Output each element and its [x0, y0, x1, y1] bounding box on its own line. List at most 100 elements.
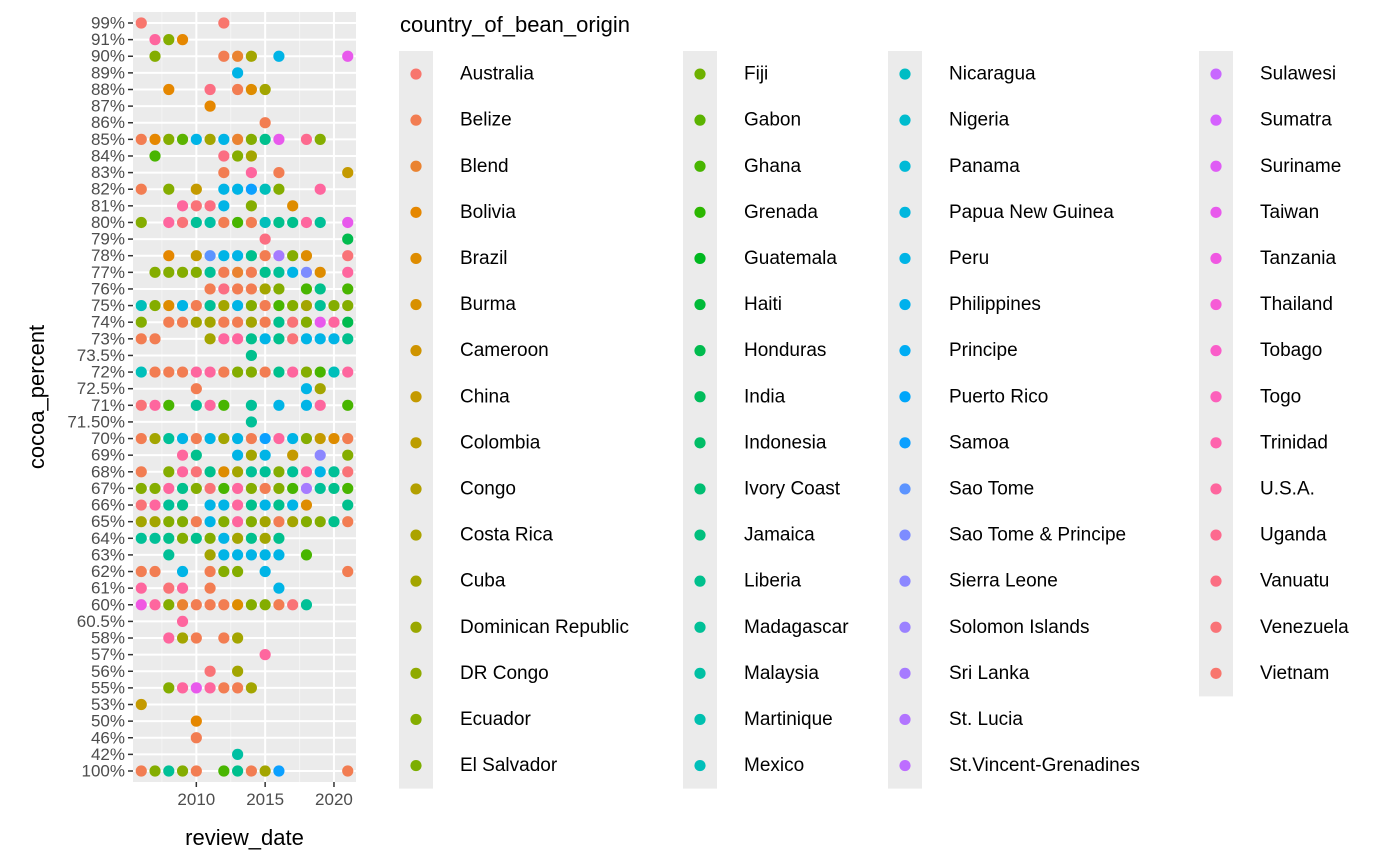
data-point — [300, 499, 313, 511]
data-point — [176, 200, 189, 212]
legend-key — [1210, 68, 1222, 80]
data-point — [259, 299, 271, 312]
data-point — [176, 482, 189, 495]
data-point — [176, 565, 189, 578]
data-point — [245, 482, 257, 495]
data-point — [135, 299, 147, 312]
data-point — [232, 67, 244, 79]
data-point — [273, 399, 285, 411]
legend-label: Dominican Republic — [460, 617, 629, 638]
data-point — [204, 83, 216, 96]
data-point — [204, 582, 216, 594]
data-point — [204, 399, 216, 411]
data-point — [245, 299, 257, 312]
data-point — [273, 183, 285, 195]
data-point — [287, 200, 299, 212]
legend-label: DR Congo — [460, 663, 549, 684]
data-point — [232, 216, 244, 229]
data-point — [135, 399, 147, 411]
data-point — [190, 466, 202, 478]
y-tick-label: 87% — [91, 97, 125, 116]
data-point — [287, 316, 299, 328]
data-point — [190, 316, 202, 328]
data-point — [300, 482, 313, 495]
data-point — [245, 200, 257, 212]
data-point — [218, 632, 230, 644]
data-point — [218, 399, 230, 411]
data-point — [342, 482, 354, 495]
legend-label: Cameroon — [460, 340, 549, 361]
y-tick-label: 76% — [91, 279, 125, 298]
data-point — [287, 266, 299, 278]
data-point — [218, 283, 230, 295]
legend-key — [410, 621, 422, 633]
data-point — [232, 366, 244, 378]
data-point — [218, 432, 230, 445]
data-point — [218, 50, 230, 62]
data-point — [176, 499, 189, 511]
data-point — [149, 432, 161, 445]
legend-key — [899, 483, 911, 495]
data-point — [232, 499, 244, 511]
data-point — [204, 366, 216, 378]
data-point — [190, 516, 202, 528]
data-point — [273, 133, 285, 145]
data-point — [300, 432, 313, 445]
y-tick-label: 42% — [91, 745, 125, 764]
data-point — [163, 133, 175, 145]
data-point — [342, 250, 354, 262]
data-point — [232, 565, 244, 578]
data-point — [176, 432, 189, 445]
legend-key — [410, 759, 422, 772]
data-point — [176, 366, 189, 378]
data-point — [342, 449, 354, 461]
data-point — [163, 399, 175, 411]
data-point — [300, 549, 313, 561]
data-point — [245, 432, 257, 445]
legend-label: China — [460, 386, 510, 407]
data-point — [328, 482, 340, 495]
y-tick-label: 72.5% — [77, 379, 125, 398]
data-point — [245, 532, 257, 544]
data-point — [328, 299, 340, 312]
data-point — [135, 432, 147, 445]
y-tick-label: 69% — [91, 446, 125, 465]
data-point — [273, 299, 285, 312]
data-point — [204, 250, 216, 262]
legend-key-background — [1199, 51, 1233, 697]
legend-key — [410, 391, 422, 403]
data-point — [245, 266, 257, 278]
data-point — [149, 516, 161, 528]
data-point — [218, 200, 230, 212]
y-tick-label: 57% — [91, 645, 125, 664]
data-point — [204, 216, 216, 229]
data-point — [259, 565, 271, 578]
data-point — [245, 416, 257, 428]
data-point — [232, 599, 244, 611]
data-point — [259, 183, 271, 195]
data-point — [259, 499, 271, 511]
data-point — [163, 516, 175, 528]
data-point — [204, 466, 216, 478]
data-point — [232, 283, 244, 295]
data-point — [190, 715, 202, 727]
legend-label: Ghana — [744, 156, 801, 177]
data-point — [287, 516, 299, 528]
data-point — [342, 565, 354, 578]
data-point — [204, 599, 216, 611]
data-point — [259, 599, 271, 611]
data-point — [204, 682, 216, 694]
data-point — [135, 333, 147, 345]
data-point — [273, 582, 285, 594]
data-point — [204, 549, 216, 561]
legend-key — [899, 298, 911, 311]
data-point — [232, 682, 244, 694]
legend-label: Suriname — [1260, 156, 1341, 177]
data-point — [245, 349, 257, 362]
y-tick-label: 85% — [91, 130, 125, 149]
data-point — [273, 599, 285, 611]
legend-key — [410, 529, 422, 541]
data-point — [259, 216, 271, 229]
data-point — [342, 233, 354, 245]
data-point — [245, 83, 257, 96]
